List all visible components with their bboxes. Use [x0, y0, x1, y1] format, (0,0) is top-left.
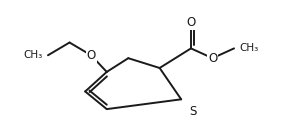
Text: CH₃: CH₃ [239, 43, 258, 53]
Text: CH₃: CH₃ [24, 50, 43, 60]
Text: O: O [86, 49, 96, 62]
Text: O: O [208, 52, 217, 65]
Text: S: S [189, 105, 196, 118]
Text: O: O [186, 16, 196, 29]
